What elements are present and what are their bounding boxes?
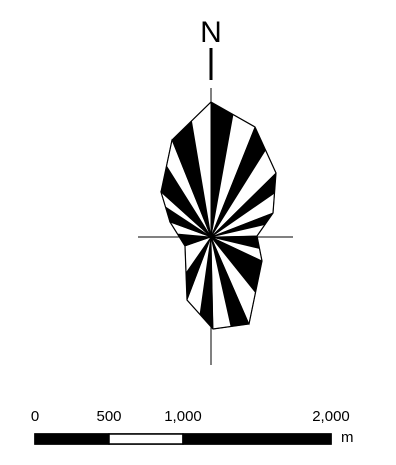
scale-bar-segment-1 bbox=[108, 433, 184, 445]
north-arrow-icon: N bbox=[200, 16, 222, 80]
north-label: N bbox=[200, 16, 222, 49]
scale-tick-label-2000: 2,000 bbox=[312, 408, 350, 425]
scale-tick-label-0: 0 bbox=[31, 408, 39, 425]
rose-diagram-icon bbox=[160, 101, 277, 330]
rose-axes bbox=[138, 88, 293, 365]
scale-tick-label-500: 500 bbox=[96, 408, 121, 425]
scale-bar-segments bbox=[34, 433, 332, 445]
scale-bar-segment-2 bbox=[182, 433, 332, 445]
scale-unit-label: m bbox=[341, 429, 354, 446]
scale-bar: 0 500 1,000 2,000 m bbox=[31, 408, 354, 446]
rose-outline bbox=[160, 101, 277, 330]
scale-bar-segment-0 bbox=[34, 433, 110, 445]
scale-tick-label-1000: 1,000 bbox=[164, 408, 202, 425]
